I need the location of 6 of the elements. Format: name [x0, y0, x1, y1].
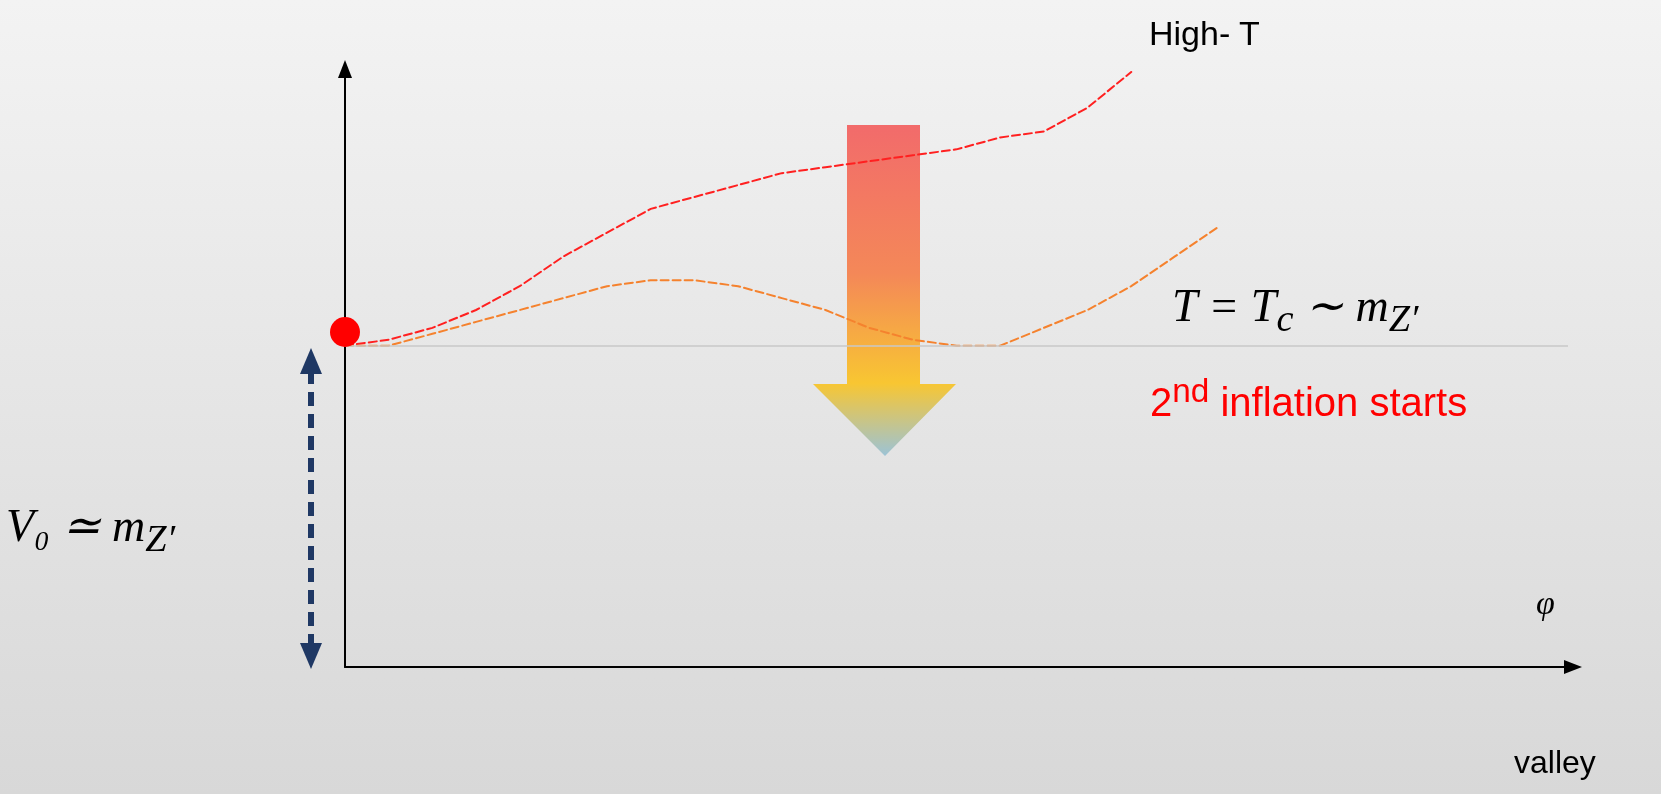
annotation: φ [1536, 584, 1555, 622]
text: High- T [1149, 14, 1260, 53]
annotation: 2$^{nd}$ inflation starts [1150, 372, 1468, 426]
annotation: T = T$_{c}$ ∼ m$_{Z′}$ [1172, 279, 1419, 341]
text: V₀ ≃ m$_{Z′}$ [6, 499, 176, 561]
text: valley [1514, 744, 1596, 781]
